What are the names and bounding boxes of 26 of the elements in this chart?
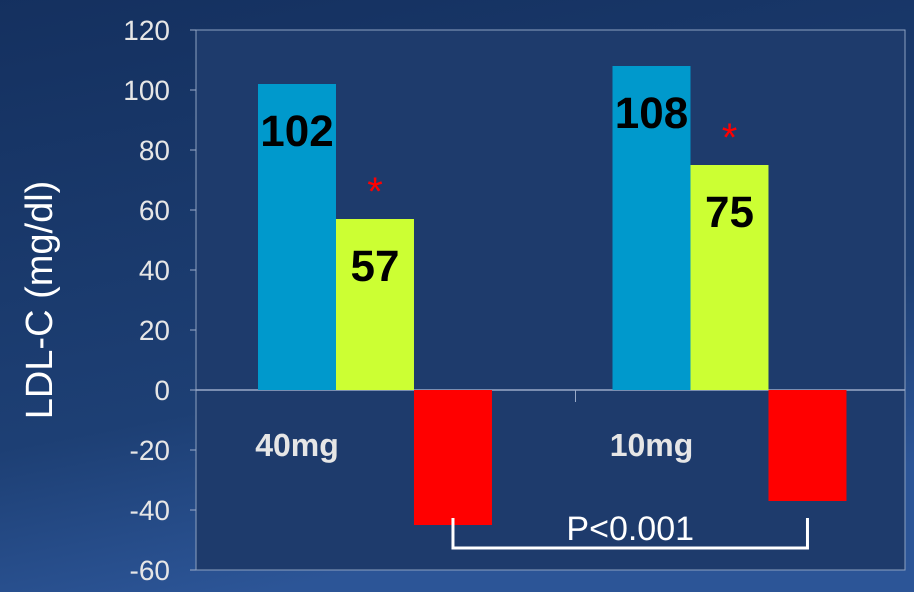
annotation: * xyxy=(722,116,738,160)
bar xyxy=(768,390,846,501)
data-label: 108 xyxy=(614,89,688,138)
bar xyxy=(258,84,336,390)
bar xyxy=(612,66,690,390)
x-tick-label: 10mg xyxy=(610,427,694,463)
bar xyxy=(336,219,414,390)
y-tick-label: -40 xyxy=(130,494,170,526)
y-tick-label: -20 xyxy=(130,434,170,466)
y-axis-title: LDL-C (mg/dl) xyxy=(19,180,61,420)
y-tick-label: -60 xyxy=(130,554,170,586)
y-tick-label: 60 xyxy=(138,194,170,226)
y-tick-label: 120 xyxy=(123,14,170,46)
data-label: 57 xyxy=(350,242,400,291)
y-tick-label: 40 xyxy=(138,254,170,286)
data-label: 75 xyxy=(705,188,754,237)
y-tick-label: 100 xyxy=(123,74,170,106)
bar xyxy=(690,165,768,390)
y-tick-label: 20 xyxy=(138,314,170,346)
annotation: * xyxy=(367,170,383,214)
y-tick-label: 80 xyxy=(138,134,170,166)
annotation: P<0.001 xyxy=(566,510,694,548)
y-tick-label: 0 xyxy=(154,374,170,406)
data-label: 102 xyxy=(260,107,334,156)
bar xyxy=(414,390,492,525)
x-tick-label: 40mg xyxy=(255,427,339,463)
